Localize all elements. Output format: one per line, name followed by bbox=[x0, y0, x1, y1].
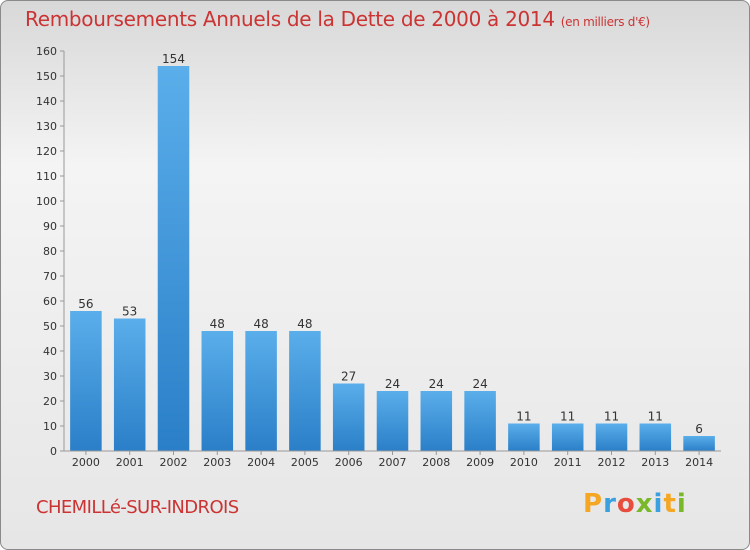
bar-value-label: 56 bbox=[78, 297, 93, 311]
logo-letter: x bbox=[635, 489, 654, 519]
bar-value-label: 24 bbox=[472, 377, 487, 391]
y-tick-label: 90 bbox=[43, 220, 57, 233]
x-tick-label: 2000 bbox=[72, 456, 100, 469]
bar bbox=[157, 66, 190, 451]
proxiti-logo: Proxiti bbox=[583, 489, 687, 519]
bar-value-label: 6 bbox=[695, 422, 703, 436]
y-tick-label: 120 bbox=[36, 145, 57, 158]
y-tick-label: 80 bbox=[43, 245, 57, 258]
bar bbox=[376, 391, 409, 451]
y-tick-label: 40 bbox=[43, 345, 57, 358]
bar bbox=[595, 423, 628, 451]
bar-value-label: 11 bbox=[560, 410, 575, 424]
x-axis: 2000 2001 2002 2003 2004 2005 2006 2007 2008 2009… bbox=[64, 450, 721, 469]
y-tick-label: 160 bbox=[36, 45, 57, 58]
bar-value-label: 27 bbox=[341, 370, 356, 384]
commune-name: CHEMILLé-SUR-INDROIS bbox=[36, 497, 239, 518]
y-tick-label: 70 bbox=[43, 270, 57, 283]
bar-value-label: 11 bbox=[516, 410, 531, 424]
y-tick-label: 10 bbox=[43, 420, 57, 433]
x-tick-label: 2012 bbox=[598, 456, 626, 469]
x-tick-label: 2014 bbox=[685, 456, 713, 469]
y-tick-label: 150 bbox=[36, 70, 57, 83]
x-tick-label: 2006 bbox=[335, 456, 363, 469]
logo-letter: i bbox=[676, 489, 687, 519]
y-tick-label: 140 bbox=[36, 95, 57, 108]
bar bbox=[639, 423, 672, 451]
y-tick-label: 110 bbox=[36, 170, 57, 183]
y-tick-label: 60 bbox=[43, 295, 57, 308]
logo-letter: o bbox=[616, 489, 636, 519]
x-tick-label: 2013 bbox=[641, 456, 669, 469]
x-tick-label: 2002 bbox=[160, 456, 188, 469]
x-tick-label: 2009 bbox=[466, 456, 494, 469]
x-tick-label: 2008 bbox=[422, 456, 450, 469]
y-tick-label: 0 bbox=[50, 445, 57, 458]
bar-value-label: 24 bbox=[429, 377, 444, 391]
bar bbox=[70, 311, 102, 451]
bar-value-label: 53 bbox=[122, 305, 137, 319]
bars: 56 53 154 48 48 48 27 24 24 24 11 11 11 11 6 bbox=[70, 52, 715, 451]
bar-value-label: 154 bbox=[162, 52, 185, 66]
x-tick-label: 2010 bbox=[510, 456, 538, 469]
logo-letter: i bbox=[653, 489, 664, 519]
chart-title: Remboursements Annuels de la Dette de 20… bbox=[25, 7, 650, 31]
y-tick-label: 130 bbox=[36, 120, 57, 133]
title-text: Remboursements Annuels de la Dette de 20… bbox=[25, 7, 555, 31]
bar-value-label: 24 bbox=[385, 377, 400, 391]
bar bbox=[683, 436, 715, 451]
y-tick-label: 30 bbox=[43, 370, 57, 383]
bar bbox=[551, 423, 584, 451]
bar bbox=[464, 391, 496, 451]
logo-letter: r bbox=[603, 489, 617, 519]
x-tick-label: 2004 bbox=[247, 456, 275, 469]
y-axis: 0 10 20 30 40 50 60 70 80 90 100 110 120 130 140 150 160 bbox=[36, 45, 65, 458]
x-tick-label: 2003 bbox=[203, 456, 231, 469]
bar bbox=[508, 423, 540, 451]
bar-value-label: 11 bbox=[648, 410, 663, 424]
bar-value-label: 48 bbox=[297, 317, 312, 331]
x-tick-label: 2001 bbox=[116, 456, 144, 469]
bar-value-label: 48 bbox=[210, 317, 225, 331]
bar bbox=[332, 383, 365, 451]
bar bbox=[113, 318, 146, 451]
bar bbox=[289, 331, 321, 451]
y-tick-label: 50 bbox=[43, 320, 57, 333]
logo-letter: P bbox=[583, 489, 604, 519]
bar-value-label: 48 bbox=[253, 317, 268, 331]
y-tick-label: 20 bbox=[43, 395, 57, 408]
bar bbox=[245, 331, 277, 451]
y-tick-label: 100 bbox=[36, 195, 57, 208]
bar bbox=[201, 331, 234, 451]
bar-value-label: 11 bbox=[604, 410, 619, 424]
x-tick-label: 2007 bbox=[379, 456, 407, 469]
bar bbox=[420, 391, 453, 451]
x-tick-label: 2011 bbox=[554, 456, 582, 469]
title-unit: (en milliers d'€) bbox=[560, 15, 650, 29]
x-tick-label: 2005 bbox=[291, 456, 319, 469]
logo-letter: t bbox=[663, 489, 677, 519]
